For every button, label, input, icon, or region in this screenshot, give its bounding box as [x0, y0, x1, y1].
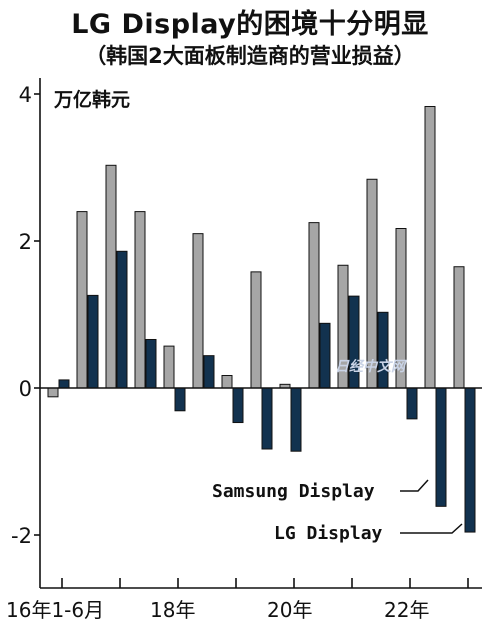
legend-samsung-label: Samsung Display [212, 481, 375, 502]
x-tick-label: 22年 [384, 598, 429, 622]
x-tick-label: 18年 [150, 598, 195, 622]
bars-layer [48, 106, 475, 532]
bar-samsung-16H2 [77, 212, 87, 388]
legend-lg-leader [400, 524, 462, 533]
bar-lg-18H2 [204, 356, 214, 388]
bar-lg-21H2 [378, 312, 388, 388]
bar-lg-22H2 [436, 388, 446, 506]
bar-lg-16H1 [59, 380, 69, 388]
bar-samsung-17H1 [106, 165, 116, 388]
y-tick-label: 2 [19, 230, 32, 254]
bar-lg-20H2 [320, 323, 330, 388]
bar-samsung-17H2 [135, 212, 145, 388]
legend: Samsung Display LG Display [212, 480, 462, 544]
bar-lg-17H1 [117, 251, 127, 388]
bar-samsung-22H2 [425, 106, 435, 388]
y-tick-label: 4 [19, 83, 32, 107]
legend-samsung-leader [400, 480, 428, 491]
unit-label: 万亿韩元 [53, 88, 130, 111]
bar-lg-20H1 [291, 388, 301, 451]
y-tick-label: -2 [11, 524, 32, 548]
bar-samsung-21H2 [367, 179, 377, 388]
bar-lg-16H2 [88, 295, 98, 388]
bar-lg-19H2 [262, 388, 272, 449]
bar-lg-19H1 [233, 388, 243, 423]
legend-lg-label: LG Display [274, 523, 383, 544]
watermark: 日经中文网 [335, 358, 407, 375]
bar-lg-23H1 [465, 388, 475, 532]
y-tick-label: 0 [19, 377, 32, 401]
x-tick-label: 16年1-6月 [6, 598, 104, 622]
bar-samsung-19H2 [251, 272, 261, 388]
bar-samsung-23H1 [454, 267, 464, 388]
bar-samsung-18H2 [193, 234, 203, 388]
bar-lg-18H1 [175, 388, 185, 411]
bar-samsung-19H1 [222, 376, 232, 388]
bar-lg-22H1 [407, 388, 417, 419]
bar-lg-17H2 [146, 339, 156, 388]
bar-samsung-20H2 [309, 223, 319, 388]
bar-samsung-16H1 [48, 388, 58, 397]
bar-samsung-18H1 [164, 346, 174, 388]
x-tick-label: 20年 [267, 598, 312, 622]
